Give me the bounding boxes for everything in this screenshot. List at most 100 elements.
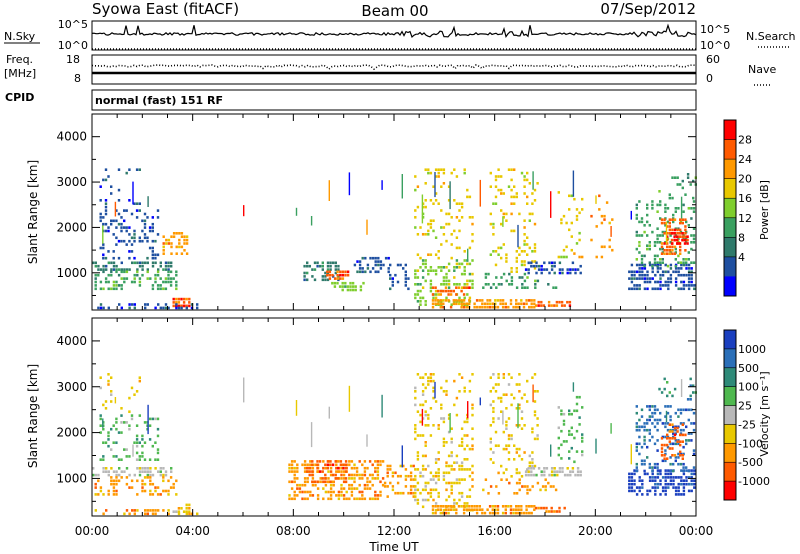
power-cell — [351, 281, 355, 285]
velocity-cell — [530, 467, 533, 470]
power-cell — [354, 285, 357, 288]
power-cell — [185, 304, 188, 308]
power-streak — [366, 219, 368, 235]
velocity-cell — [677, 456, 680, 459]
velocity-cell — [661, 486, 665, 489]
velocity-cell — [674, 456, 677, 459]
velocity-cell — [668, 447, 671, 450]
velocity-cell — [687, 432, 690, 435]
velocity-cell — [497, 396, 500, 400]
velocity-cell — [447, 505, 450, 508]
velocity-cell — [350, 487, 354, 490]
power-cell — [674, 284, 678, 287]
velocity-cell — [151, 444, 154, 448]
power-cell — [354, 288, 357, 292]
power-cell — [682, 284, 686, 287]
velocity-cell — [561, 470, 564, 473]
velocity-cell — [520, 417, 524, 420]
velocity-cell — [337, 477, 340, 480]
power-cell — [175, 273, 178, 277]
power-ytick-label: 1000 — [56, 266, 87, 280]
power-cell — [656, 270, 660, 274]
power-cell — [646, 220, 649, 224]
power-cell — [682, 261, 685, 264]
velocity-cell — [669, 418, 672, 422]
power-cell — [432, 219, 435, 222]
power-cell — [183, 238, 186, 242]
power-cell — [133, 277, 136, 280]
velocity-cell — [671, 430, 674, 433]
power-cell — [402, 267, 405, 270]
velocity-streak — [449, 413, 451, 433]
power-cell — [133, 273, 136, 277]
power-cell — [661, 230, 664, 234]
velocity-cell — [303, 480, 307, 484]
velocity-cell — [97, 473, 100, 477]
velocity-cell — [646, 422, 649, 425]
power-cell — [661, 234, 664, 237]
velocity-cell — [651, 466, 654, 469]
velocity-cell — [680, 482, 683, 486]
velocity-cell — [306, 480, 309, 484]
xlabel: Time UT — [368, 540, 419, 554]
power-cell — [99, 199, 102, 202]
velocity-cell — [329, 487, 333, 490]
power-cell — [162, 306, 165, 310]
power-cell — [117, 239, 121, 243]
velocity-cell — [648, 418, 651, 422]
velocity-cell — [515, 481, 519, 485]
power-cell — [684, 228, 687, 232]
power-cell — [138, 264, 142, 268]
velocity-cell — [112, 424, 115, 427]
power-cell — [663, 249, 666, 252]
velocity-cell — [656, 462, 659, 466]
power-cell — [434, 269, 438, 272]
power-cell — [560, 300, 564, 304]
power-cell — [492, 283, 495, 286]
nsearch-tick-top: 10^5 — [700, 23, 730, 36]
velocity-patch — [660, 423, 687, 460]
velocity-cell — [453, 468, 456, 471]
power-cell — [107, 226, 110, 229]
power-cell — [183, 242, 186, 245]
velocity-streak — [328, 406, 330, 419]
velocity-cell — [468, 495, 472, 498]
velocity-cell — [355, 487, 359, 490]
velocity-cell — [376, 470, 380, 473]
power-cell — [535, 261, 538, 265]
power-cell — [523, 272, 527, 276]
velocity-cell — [402, 491, 405, 495]
power-cell — [648, 247, 651, 251]
power-cell — [151, 239, 154, 243]
velocity-cell — [690, 408, 693, 412]
velocity-cell — [379, 460, 382, 463]
velocity-cell — [326, 460, 330, 463]
velocity-cell — [677, 476, 680, 479]
velocity-cell — [296, 494, 299, 497]
power-cell — [362, 281, 365, 285]
velocity-cell — [374, 490, 377, 494]
velocity-cell — [414, 403, 417, 407]
power-cell — [526, 286, 529, 289]
power-cell — [640, 258, 644, 261]
power-cell — [635, 247, 638, 251]
velocity-cell — [105, 467, 108, 470]
power-cell — [429, 219, 433, 222]
velocity-cell — [581, 433, 584, 436]
power-cell — [99, 185, 102, 188]
velocity-cell — [453, 502, 456, 505]
velocity-cell — [558, 470, 562, 473]
velocity-cell — [466, 468, 469, 471]
velocity-cell — [172, 510, 175, 513]
velocity-cell — [439, 505, 442, 508]
power-cell — [102, 246, 105, 250]
velocity-cell — [389, 464, 392, 468]
velocity-cell — [533, 464, 537, 468]
velocity-cell — [306, 490, 309, 494]
velocity-cell — [149, 479, 152, 483]
power-cell — [687, 207, 690, 210]
velocity-cell — [409, 478, 413, 481]
velocity-cell — [494, 444, 498, 447]
power-cell — [149, 277, 152, 280]
velocity-cell — [460, 468, 464, 471]
